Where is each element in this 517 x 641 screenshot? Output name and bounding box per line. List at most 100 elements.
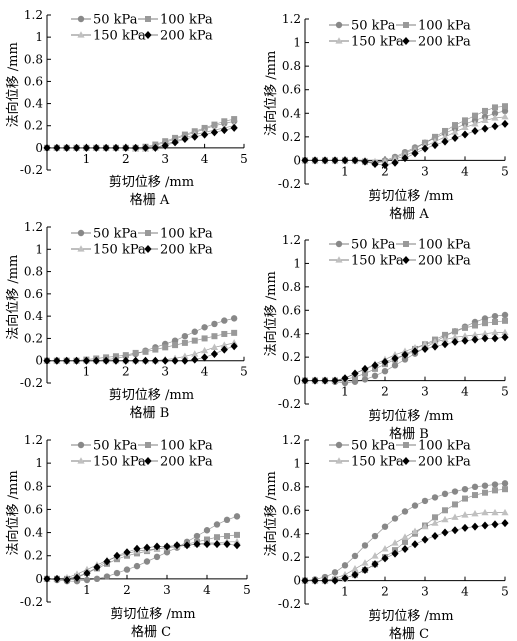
data-point: [501, 328, 509, 336]
y-tick-label: 0.2: [24, 119, 43, 133]
data-point: [441, 335, 449, 343]
data-point: [351, 565, 359, 572]
legend-marker: [144, 31, 152, 39]
legend-item: 200 kPa: [396, 35, 471, 50]
data-point: [351, 378, 359, 385]
data-point: [381, 368, 389, 375]
data-point: [491, 481, 499, 488]
y-tick-label: 1: [35, 30, 43, 44]
data-point: [451, 128, 459, 135]
legend-label: 50 kPa: [351, 439, 396, 454]
y-tick-label: 1.2: [282, 433, 301, 447]
data-point: [53, 356, 61, 365]
legend-item: 200 kPa: [138, 29, 213, 44]
data-point: [462, 324, 468, 331]
data-point: [223, 540, 231, 549]
data-point: [191, 328, 198, 335]
y-tick-label: 0.2: [24, 549, 43, 563]
legend-marker: [335, 240, 343, 248]
data-point: [491, 508, 499, 516]
data-point: [502, 317, 508, 324]
legend-label: 100 kPa: [418, 439, 471, 454]
x-tick-label: 5: [501, 164, 509, 178]
legend-label: 200 kPa: [160, 455, 213, 470]
data-point: [122, 356, 130, 365]
data-point: [201, 130, 209, 139]
data-point: [401, 347, 409, 354]
x-tick-label: 1: [341, 585, 349, 599]
data-point: [153, 542, 161, 551]
y-axis-title: 法向位移 /mm: [5, 255, 21, 340]
data-point: [461, 511, 469, 518]
data-point: [341, 562, 349, 569]
data-point: [381, 554, 389, 563]
y-tick-label: 0.2: [282, 550, 301, 564]
legend-marker: [403, 442, 409, 448]
x-tick-label: 5: [501, 585, 509, 599]
legend-marker: [77, 31, 85, 38]
data-point: [171, 356, 179, 365]
data-point: [181, 333, 189, 340]
y-tick-label: 0: [293, 153, 301, 167]
y-axis-title: 法向位移 /mm: [5, 42, 21, 127]
data-point: [220, 126, 228, 135]
legend-marker: [335, 441, 343, 449]
data-point: [341, 374, 349, 383]
data-point: [122, 352, 129, 359]
data-point: [431, 141, 439, 150]
y-axis-title: 法向位移 /mm: [263, 471, 279, 556]
x-tick-label: 4: [461, 585, 469, 599]
data-point: [201, 124, 208, 131]
legend-item: 100 kPa: [138, 439, 213, 454]
data-point: [451, 513, 459, 520]
data-point: [83, 569, 91, 578]
legend-marker: [335, 21, 343, 29]
data-point: [491, 114, 499, 121]
legend-item: 150 kPa: [329, 254, 404, 269]
legend-label: 150 kPa: [93, 29, 146, 44]
x-axis-title: 剪切位移 /mm: [368, 188, 453, 204]
legend-item: 200 kPa: [396, 455, 471, 470]
legend-item: 50 kPa: [329, 238, 396, 253]
data-point: [92, 356, 100, 365]
data-point: [401, 356, 409, 363]
y-tick-label: 1: [293, 256, 301, 270]
y-tick-label: 1.2: [24, 433, 43, 447]
data-point: [441, 490, 449, 498]
x-tick-label: 3: [421, 585, 429, 599]
data-point: [431, 137, 439, 145]
data-point: [462, 495, 468, 502]
data-point: [451, 488, 459, 495]
data-point: [72, 356, 81, 365]
data-point: [442, 127, 448, 134]
panel-label: 格栅 C: [389, 626, 429, 641]
data-point: [331, 376, 339, 385]
data-point: [421, 535, 429, 544]
data-point: [113, 569, 121, 577]
data-point: [461, 332, 469, 339]
data-point: [481, 124, 489, 133]
data-point: [213, 540, 221, 549]
legend-marker: [335, 256, 343, 263]
data-point: [411, 502, 419, 509]
legend-marker: [144, 245, 152, 253]
data-point: [321, 156, 329, 165]
data-point: [123, 548, 131, 557]
y-tick-label: 0: [35, 572, 43, 586]
data-point: [151, 356, 159, 365]
y-tick-label: 1.2: [282, 233, 301, 247]
data-point: [230, 123, 238, 132]
data-point: [63, 576, 71, 585]
x-tick-label: 3: [161, 365, 169, 379]
data-point: [231, 116, 238, 123]
data-point: [181, 356, 189, 365]
data-point: [233, 538, 241, 545]
data-point: [220, 341, 228, 348]
panel-label: 格栅 B: [130, 405, 170, 421]
legend-marker: [145, 442, 151, 448]
data-point: [73, 570, 81, 577]
legend-label: 200 kPa: [418, 455, 471, 470]
data-point: [73, 573, 81, 582]
y-tick-label: 0.2: [282, 350, 301, 364]
legend-item: 100 kPa: [396, 19, 471, 34]
